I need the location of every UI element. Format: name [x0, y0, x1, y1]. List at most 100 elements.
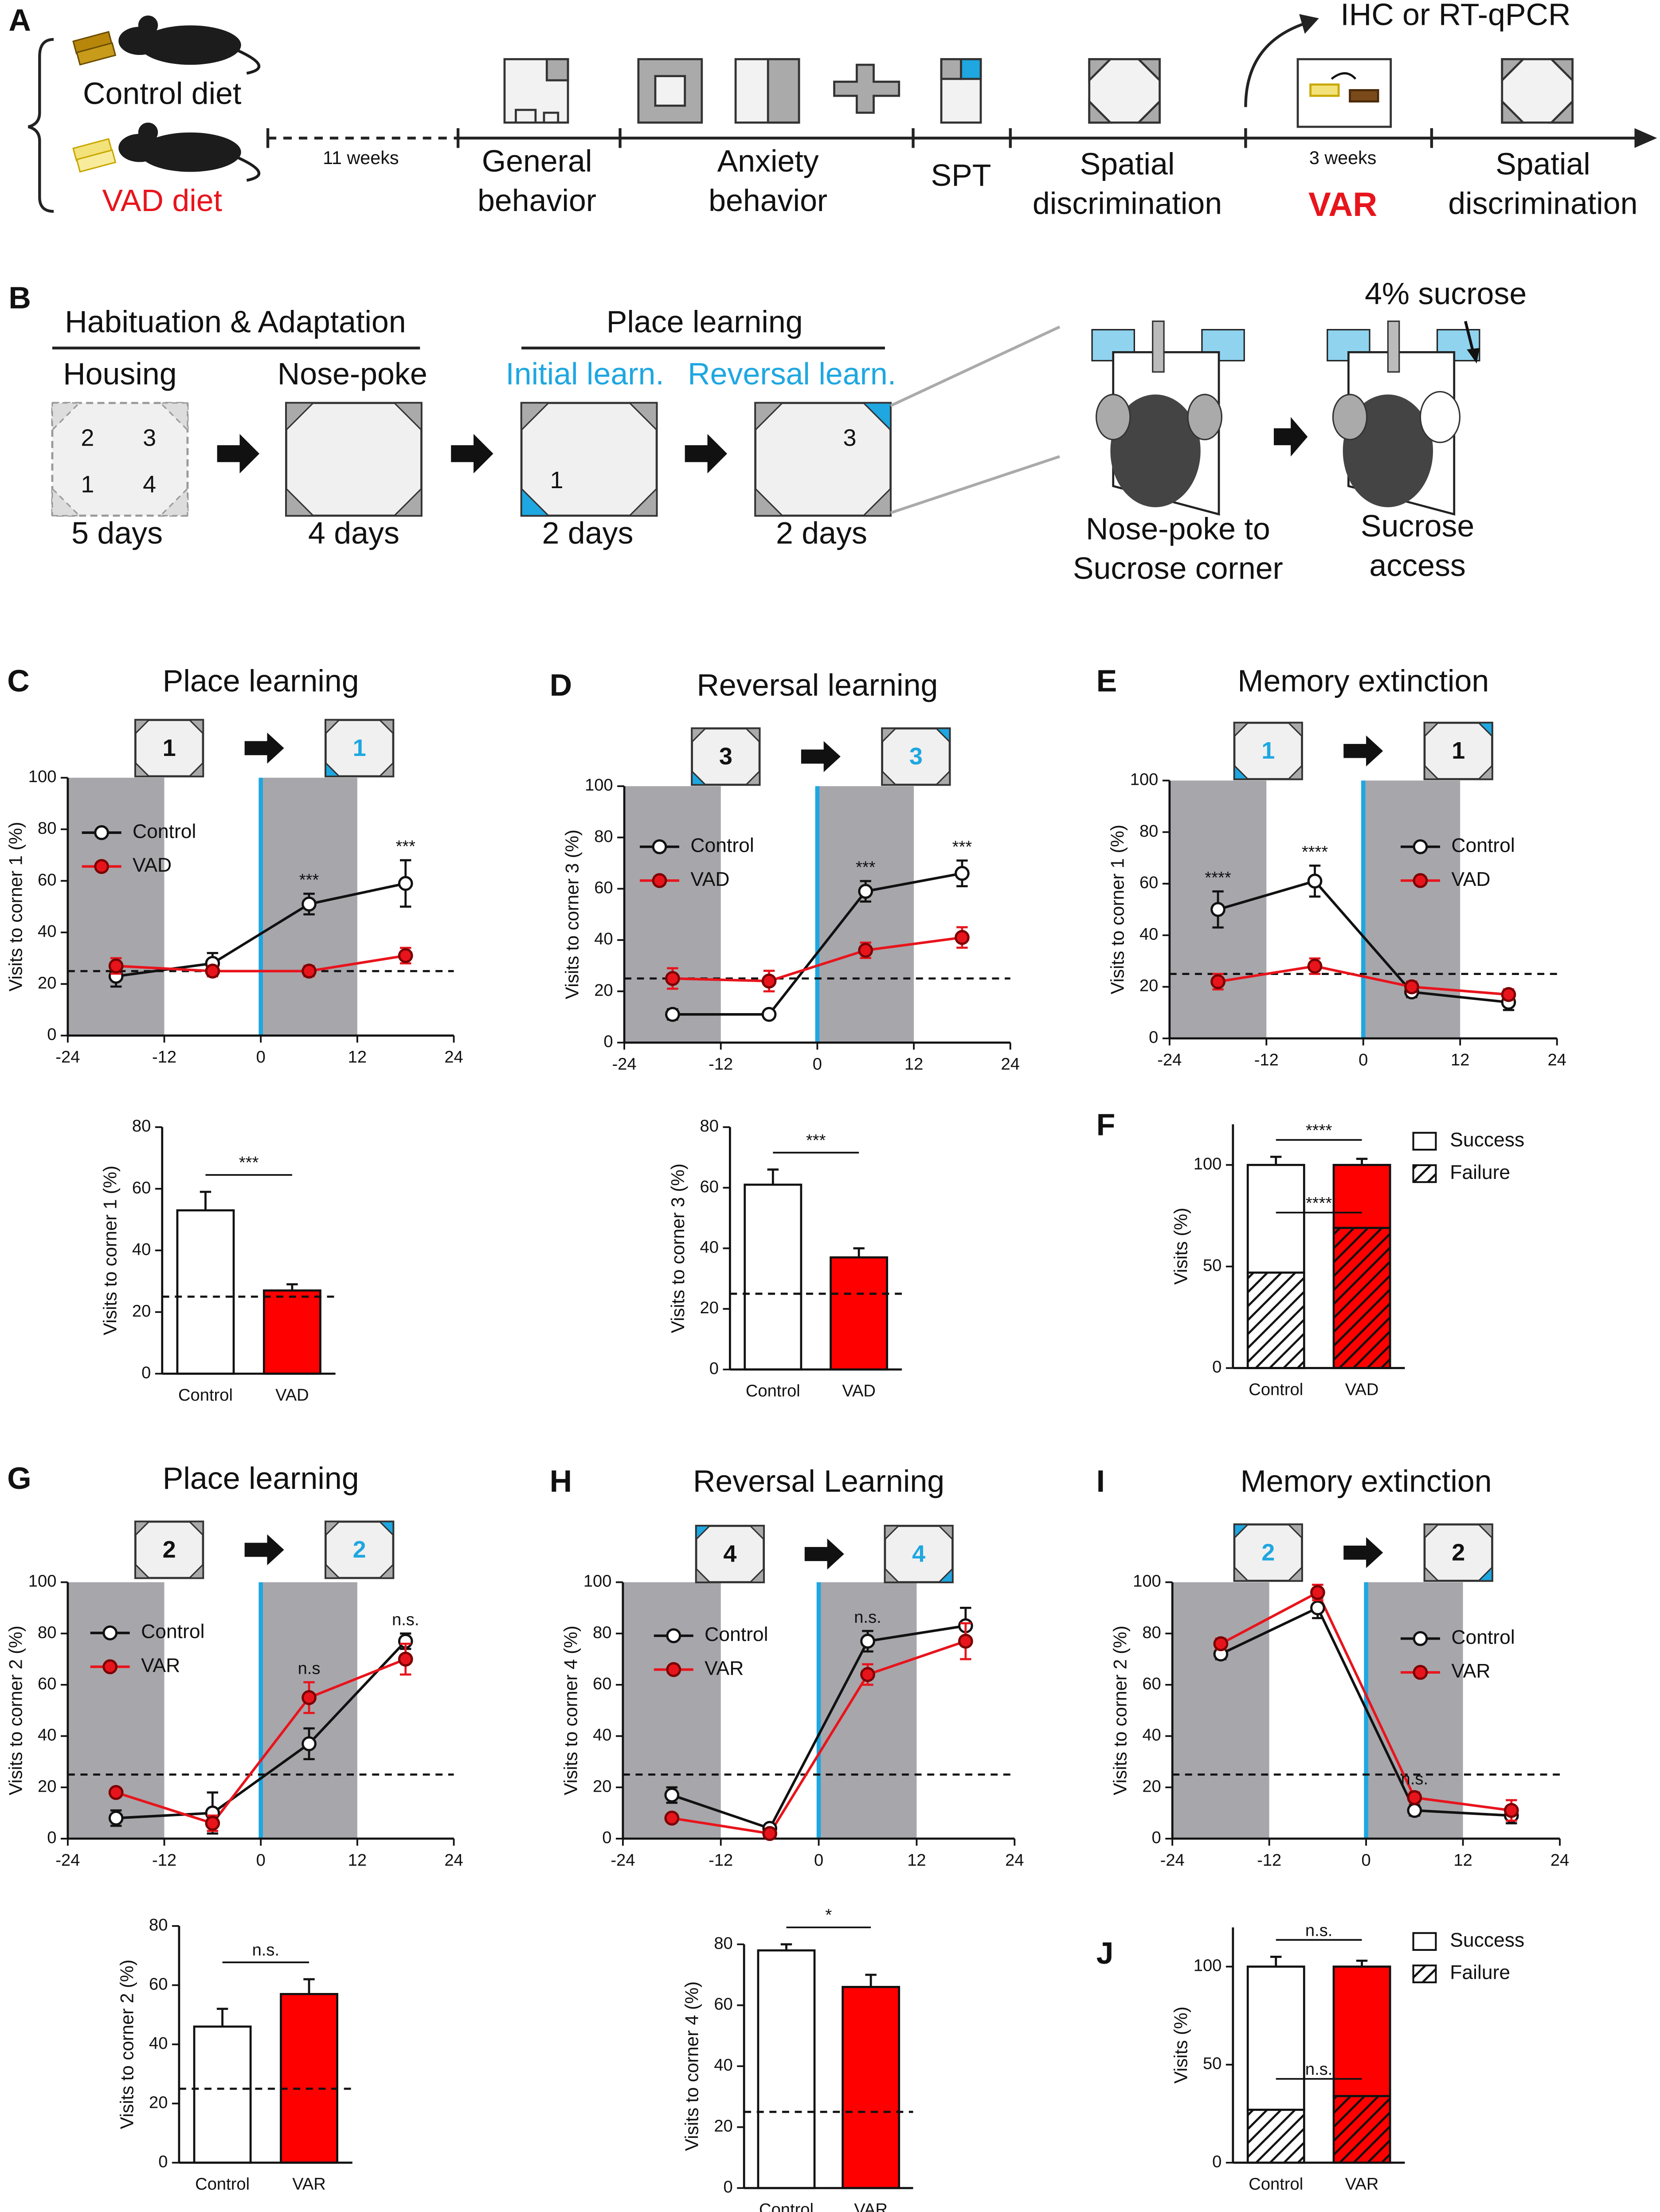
y-tick-label: 20 — [132, 1301, 151, 1320]
data-point — [665, 1007, 680, 1022]
x-tick-label: -24 — [55, 1851, 80, 1870]
cage-corner — [134, 1562, 151, 1579]
shaded-period — [1363, 780, 1460, 1038]
data-point — [108, 958, 124, 974]
cage-corner — [1477, 763, 1493, 780]
x-tick-label: 12 — [907, 1851, 926, 1870]
chart-panel: Control VAD 0 50 100 Visits (%) **** **** Succes… — [1096, 1108, 1525, 1399]
y-tick-label: 40 — [594, 929, 613, 948]
cage-outline — [884, 1525, 954, 1583]
y-tick-label: 20 — [38, 1777, 56, 1796]
data-point — [1210, 974, 1225, 989]
data-point — [955, 865, 970, 881]
cage-corner — [285, 487, 315, 517]
bar — [262, 1289, 321, 1375]
stage-label: General — [482, 144, 592, 178]
cage-outline — [695, 1525, 765, 1583]
error-bar — [853, 1247, 865, 1257]
sucrose-illustration — [1327, 320, 1480, 516]
y-tick-label: 60 — [1139, 873, 1158, 892]
legend-marker — [666, 1628, 681, 1644]
x-tick-label: 24 — [1005, 1851, 1024, 1870]
significance: n.s. — [854, 1608, 881, 1627]
y-tick-label: 60 — [1142, 1674, 1161, 1693]
x-tick-label: Control — [1249, 2175, 1303, 2194]
x-tick-label: 24 — [444, 1851, 463, 1870]
significance: n.s. — [1305, 1921, 1332, 1940]
legend-label: Control — [705, 1624, 768, 1645]
legend-label: VAD — [133, 854, 172, 876]
cage-corner — [881, 728, 897, 744]
bar-segment — [1246, 1965, 1305, 2111]
x-tick-label: Control — [759, 2200, 814, 2212]
cage-corner — [521, 402, 550, 432]
x-tick-label: VAR — [854, 2200, 888, 2212]
series-line — [115, 1658, 406, 1825]
error-bar — [767, 1168, 779, 1185]
y-tick-label: 40 — [132, 1240, 151, 1259]
x-tick-label: 0 — [256, 1048, 266, 1067]
legend-swatch — [1412, 1932, 1437, 1951]
y-tick-label: 40 — [1139, 924, 1158, 944]
data-point — [761, 973, 777, 989]
y-tick-label: 100 — [1194, 1956, 1222, 1975]
x-tick-label: -24 — [1157, 1050, 1182, 1069]
series-line — [672, 872, 963, 1016]
cage-box — [134, 1520, 204, 1579]
data-point — [955, 930, 970, 945]
cage-box — [884, 1525, 954, 1583]
cage-box — [324, 719, 395, 778]
y-tick-label: 100 — [1130, 770, 1159, 789]
legend-label: VAD — [1451, 869, 1490, 890]
data-point — [398, 1652, 413, 1667]
chart-panel: Control VAR 0 20 40 60 80 Visits to corner 4 (%… — [682, 1906, 913, 2212]
data-point — [1407, 1803, 1422, 1818]
cage-box — [134, 719, 204, 778]
bracket — [27, 38, 54, 213]
x-tick-label: -24 — [611, 1851, 635, 1870]
data-point — [398, 876, 413, 891]
cage-outline — [1233, 1523, 1303, 1582]
data-point — [301, 963, 317, 979]
panel-letter: H — [550, 1464, 572, 1499]
data-point — [664, 1787, 680, 1803]
panel-a: A Control diet VAD diet 11 weeks General… — [8, 0, 1657, 223]
y-tick-label: 0 — [602, 1828, 611, 1847]
shaded-period — [67, 778, 164, 1036]
cage-corner — [937, 1567, 954, 1583]
legend-marker — [1413, 839, 1428, 854]
data-point — [665, 971, 680, 986]
data-point — [958, 1633, 973, 1649]
cage-corner — [1233, 722, 1250, 738]
cage-corner — [934, 728, 951, 744]
data-point — [1307, 959, 1323, 974]
cage-corner — [134, 719, 151, 736]
data-point — [1210, 902, 1225, 917]
y-tick-label: 80 — [38, 1623, 56, 1642]
chart-title: Memory extinction — [1237, 664, 1489, 698]
stage-label: VAR — [1308, 186, 1377, 223]
cage-corner — [392, 402, 423, 432]
data-point — [1404, 979, 1419, 994]
cage-outline — [1423, 1523, 1493, 1582]
error-bar — [216, 2008, 228, 2027]
bar-segment — [1332, 1965, 1391, 2097]
x-tick-label: 12 — [1451, 1050, 1469, 1069]
icon-label: 3 — [719, 743, 732, 770]
series-line — [1220, 1590, 1512, 1812]
y-tick-label: 60 — [714, 1995, 732, 2014]
cage-corner — [521, 487, 550, 517]
cage-corner — [134, 761, 151, 777]
timeline-ticks — [266, 128, 1433, 148]
icon-label: 2 — [353, 1536, 366, 1563]
shaded-period — [624, 786, 721, 1043]
cage-box — [754, 402, 892, 517]
x-tick-label: VAR — [292, 2175, 326, 2194]
panel-letter: E — [1096, 664, 1117, 698]
cage-corner — [1477, 1523, 1493, 1540]
bar-segment — [1332, 1227, 1391, 1369]
legend-swatch — [1412, 1131, 1437, 1151]
legend-label: Failure — [1450, 1962, 1510, 1984]
cage-corner — [754, 402, 784, 432]
